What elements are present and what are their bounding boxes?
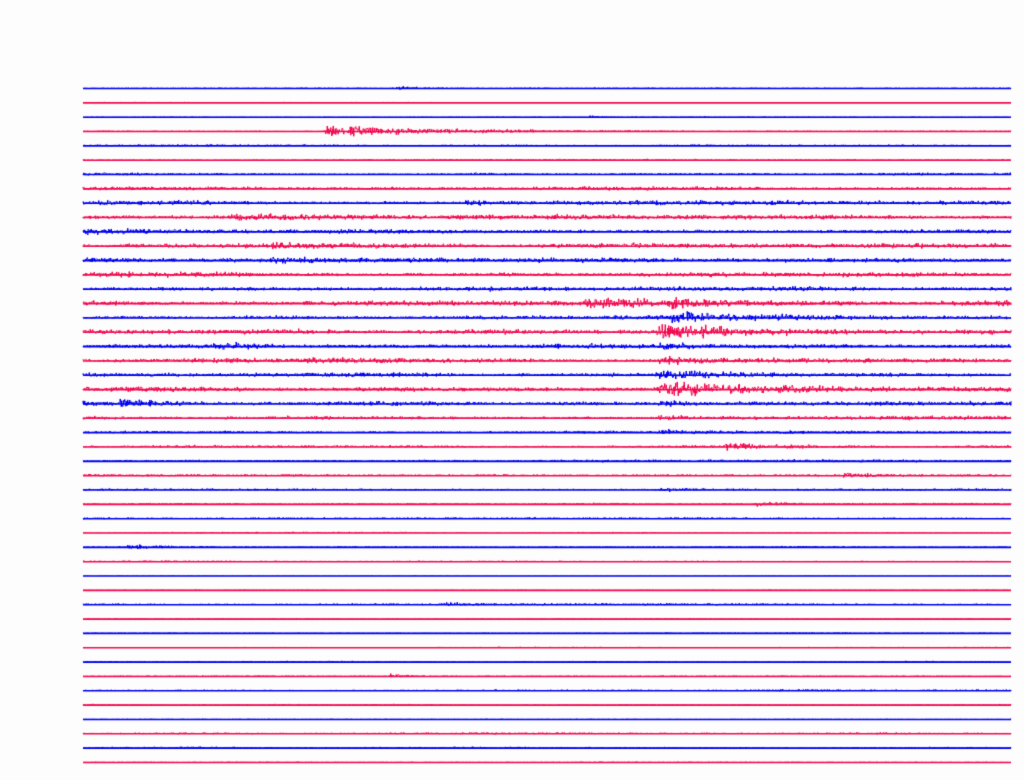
seismogram-traces [0,0,1024,780]
helicorder-page: GE Mathiatis, Cyprus Applied filter: WWS… [0,0,1024,780]
